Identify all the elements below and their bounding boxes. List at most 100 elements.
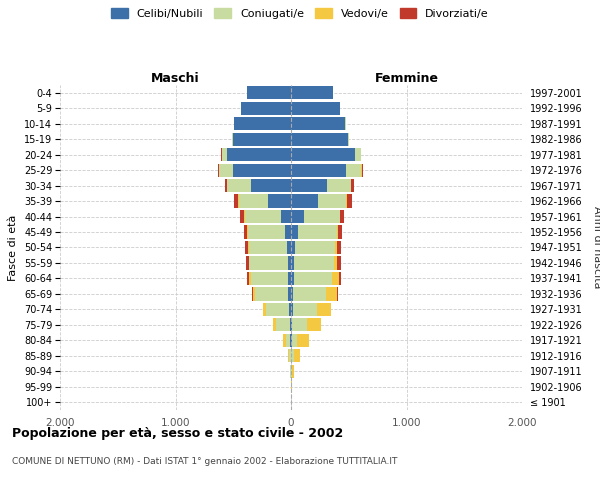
Bar (289, 350, 291, 362)
Bar (291, 210, 340, 223)
Bar (273, 318, 291, 332)
Bar (219, 164, 291, 176)
Bar (291, 148, 361, 161)
Bar (247, 86, 291, 100)
Bar (283, 334, 291, 347)
Bar (249, 256, 291, 270)
Bar (291, 179, 352, 192)
Bar (291, 194, 346, 207)
Bar (291, 132, 349, 145)
Bar (251, 272, 291, 285)
Bar (221, 148, 291, 161)
Bar (290, 364, 291, 378)
Bar (291, 318, 321, 332)
Text: Maschi: Maschi (151, 72, 200, 85)
Bar (291, 226, 298, 238)
Bar (255, 288, 291, 300)
Bar (291, 179, 354, 192)
Bar (287, 288, 291, 300)
Bar (291, 303, 317, 316)
Bar (291, 102, 340, 115)
Bar (291, 164, 362, 176)
Bar (283, 334, 291, 347)
Bar (244, 226, 291, 238)
Bar (291, 288, 293, 300)
Bar (249, 241, 291, 254)
Bar (268, 194, 291, 207)
Bar (291, 194, 347, 207)
Bar (241, 102, 291, 115)
Bar (291, 86, 332, 100)
Bar (291, 318, 307, 332)
Bar (287, 256, 291, 270)
Bar (291, 86, 332, 100)
Bar (247, 226, 291, 238)
Bar (291, 256, 341, 270)
Bar (291, 117, 345, 130)
Bar (291, 318, 292, 332)
Bar (291, 256, 337, 270)
Bar (291, 303, 331, 316)
Bar (291, 380, 292, 394)
Bar (220, 164, 291, 176)
Bar (227, 179, 291, 192)
Bar (291, 179, 351, 192)
Bar (291, 241, 337, 254)
Bar (291, 272, 294, 285)
Bar (240, 210, 291, 223)
Bar (291, 334, 309, 347)
Bar (232, 132, 291, 145)
Bar (218, 164, 291, 176)
Bar (234, 117, 291, 130)
Y-axis label: Fasce di età: Fasce di età (8, 214, 19, 280)
Bar (225, 179, 291, 192)
Bar (233, 164, 291, 176)
Bar (291, 117, 346, 130)
Bar (273, 318, 291, 332)
Bar (222, 148, 291, 161)
Bar (287, 241, 291, 254)
Bar (227, 148, 291, 161)
Bar (291, 288, 338, 300)
Bar (246, 256, 291, 270)
Bar (291, 102, 340, 115)
Bar (247, 272, 291, 285)
Bar (245, 210, 291, 223)
Bar (288, 350, 291, 362)
Bar (291, 132, 349, 145)
Text: Femmine: Femmine (374, 72, 439, 85)
Bar (291, 256, 295, 270)
Bar (250, 256, 291, 270)
Bar (291, 164, 363, 176)
Y-axis label: Anni di nascita: Anni di nascita (592, 206, 600, 288)
Bar (241, 102, 291, 115)
Bar (239, 194, 291, 207)
Bar (263, 303, 291, 316)
Bar (244, 210, 291, 223)
Bar (291, 210, 304, 223)
Bar (234, 194, 291, 207)
Bar (291, 380, 292, 394)
Bar (291, 148, 361, 161)
Bar (227, 179, 291, 192)
Bar (291, 179, 327, 192)
Bar (290, 364, 291, 378)
Bar (291, 102, 340, 115)
Bar (291, 272, 339, 285)
Bar (241, 102, 291, 115)
Bar (291, 303, 293, 316)
Bar (291, 117, 346, 130)
Bar (232, 132, 291, 145)
Bar (235, 117, 291, 130)
Bar (291, 210, 340, 223)
Bar (247, 86, 291, 100)
Text: Popolazione per età, sesso e stato civile - 2002: Popolazione per età, sesso e stato civil… (12, 428, 343, 440)
Bar (289, 303, 291, 316)
Bar (276, 318, 291, 332)
Bar (291, 132, 347, 145)
Bar (247, 86, 291, 100)
Bar (266, 303, 291, 316)
Bar (291, 288, 337, 300)
Bar (291, 226, 337, 238)
Bar (291, 364, 294, 378)
